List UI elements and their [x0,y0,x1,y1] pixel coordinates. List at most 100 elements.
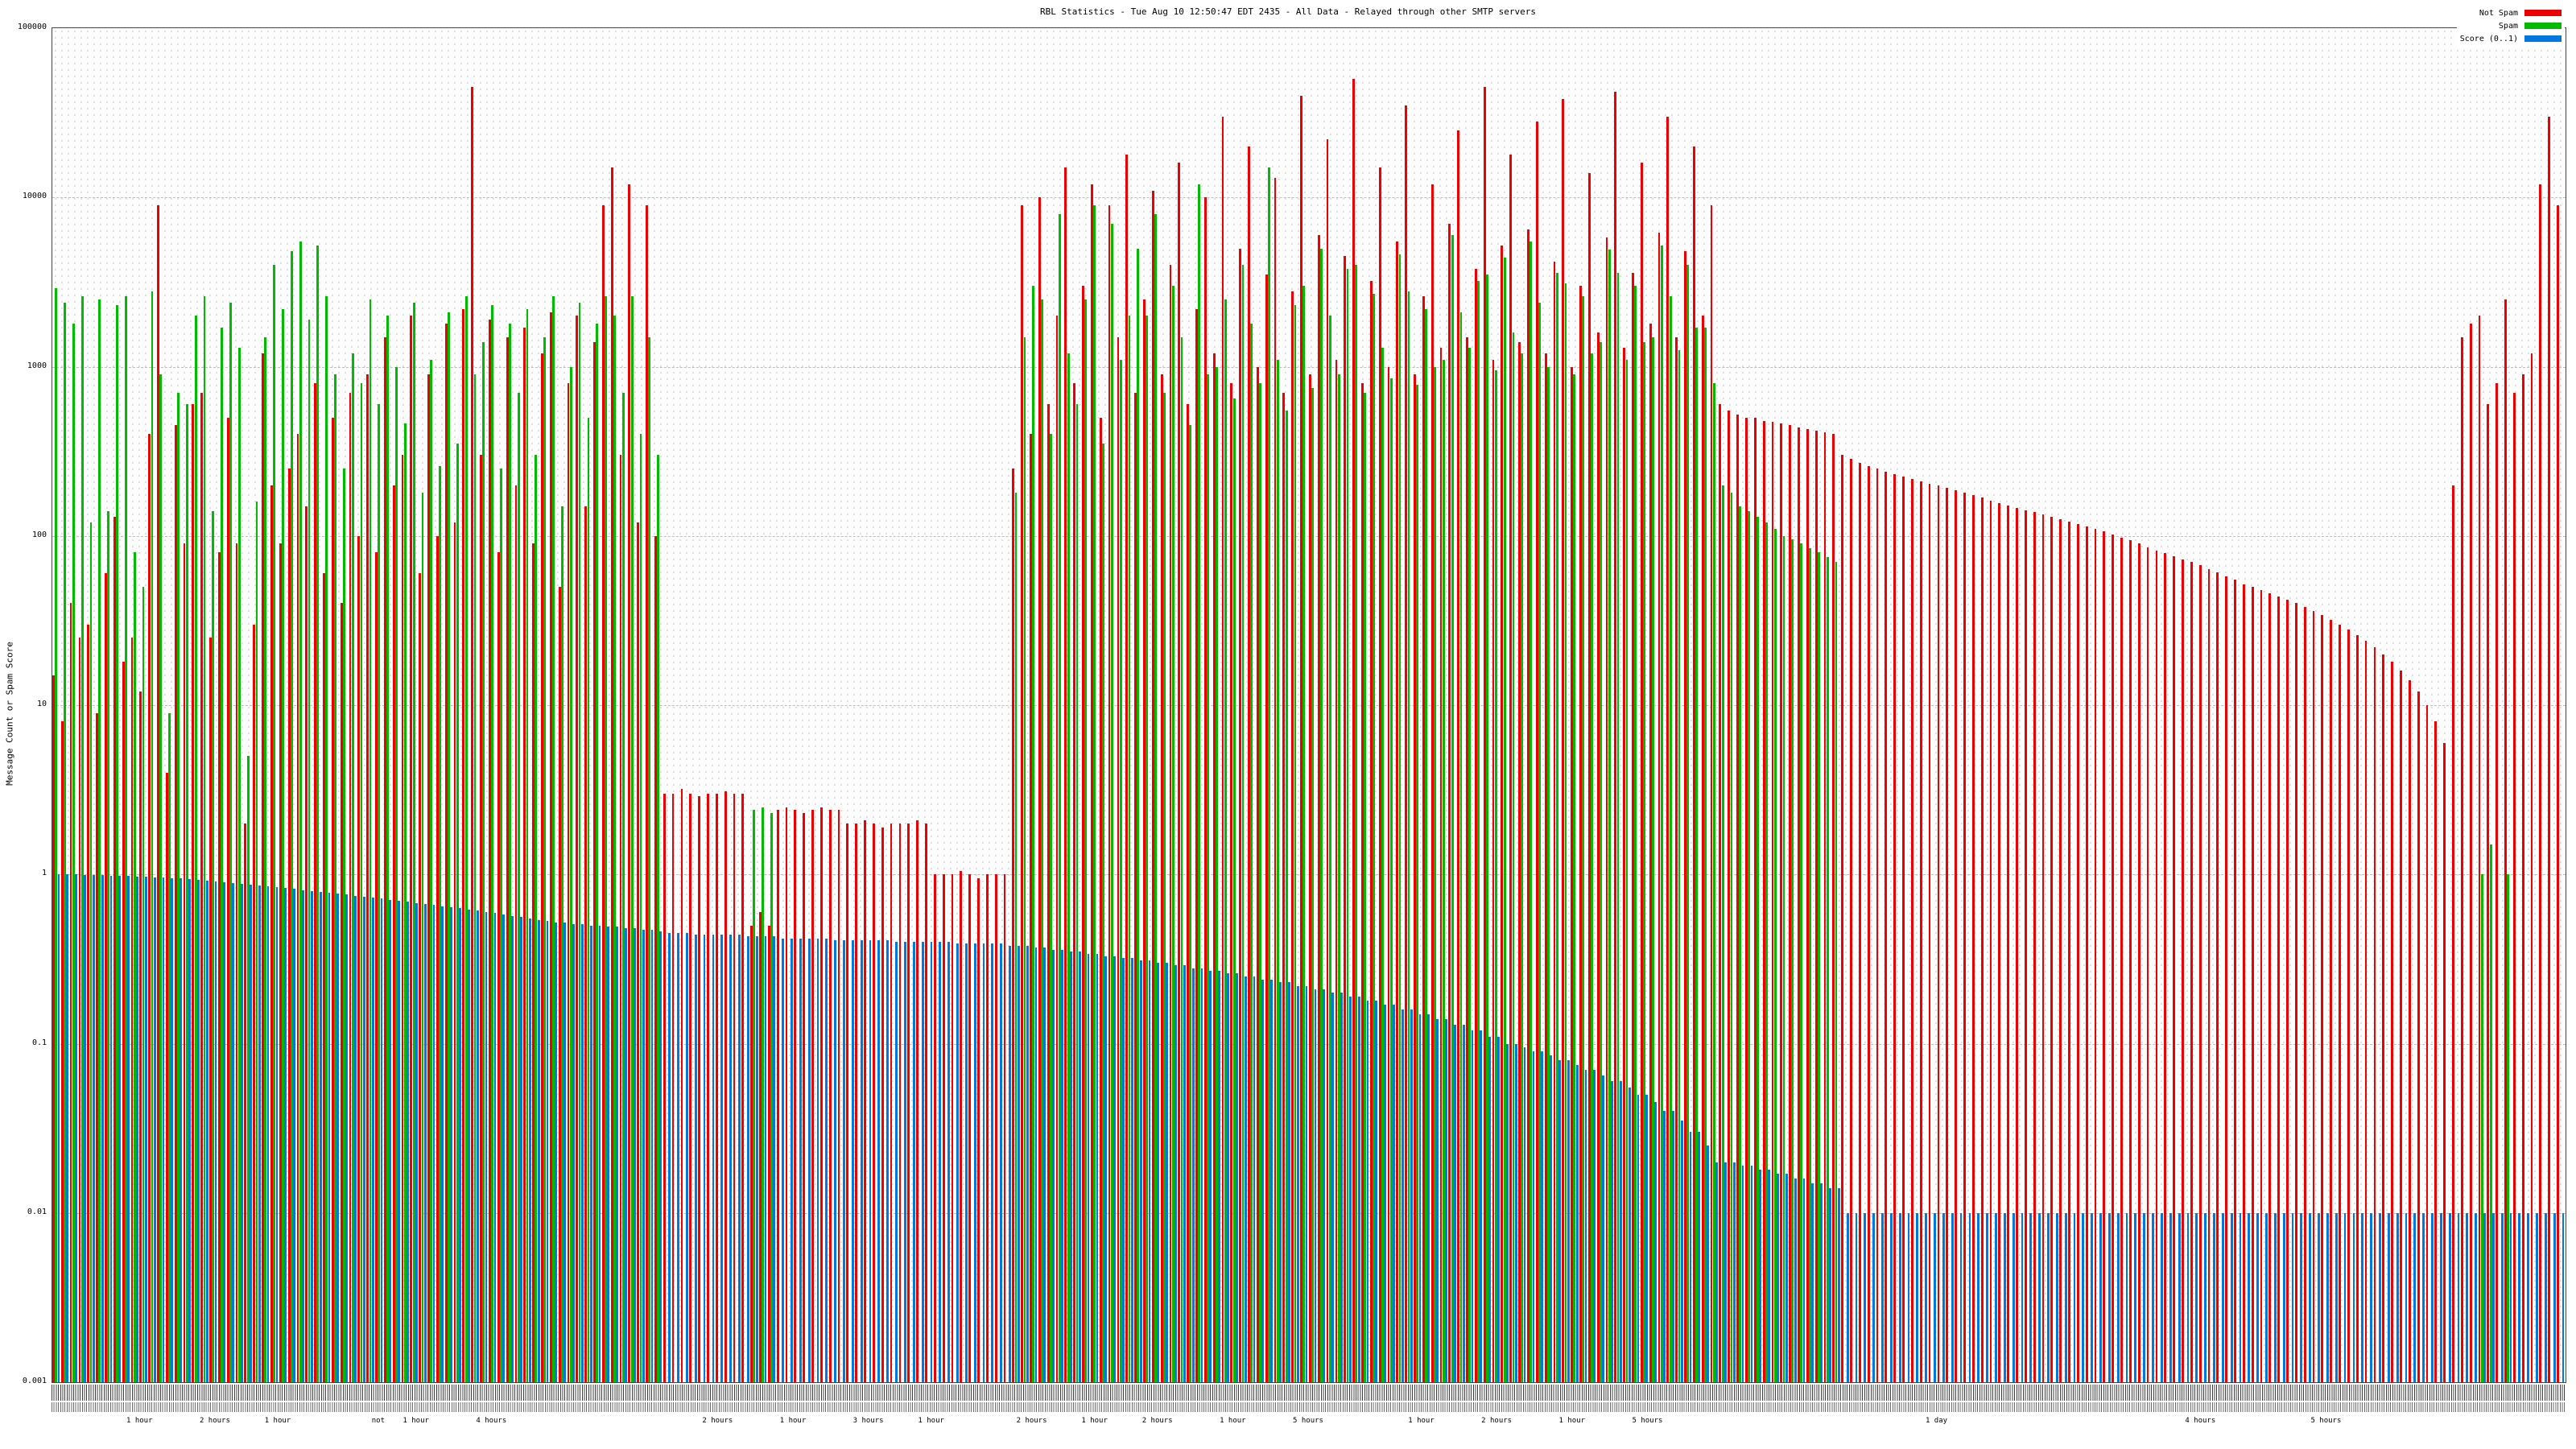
not-spam-bar [331,417,334,1382]
not-spam-bar [1125,154,1129,1382]
not-spam-bar [776,810,779,1382]
x-time-label: 4 hours [476,1417,507,1425]
not-spam-bar [305,506,308,1382]
spam-bar [1625,359,1629,1382]
score-bar [659,931,663,1382]
spam-bar [1232,398,1236,1382]
score-bar [1113,956,1116,1382]
spam-bar [89,522,93,1382]
score-bar [1593,1070,1596,1382]
not-spam-bar [217,552,221,1382]
not-spam-bar [122,662,125,1382]
score-bar [1724,1162,1727,1382]
spam-bar [1817,552,1820,1382]
not-spam-bar [646,204,648,1382]
spam-bar [517,393,520,1382]
score-bar [1785,1174,1788,1382]
not-spam-bar [1405,105,1408,1382]
score-bar [1323,989,1326,1382]
score-bar [1541,1051,1544,1382]
not-spam-bar [1151,190,1154,1382]
score-bar [389,899,392,1382]
score-bar [310,890,313,1382]
score-bar [171,877,174,1382]
not-spam-bar [1335,359,1338,1382]
score-bar [101,875,104,1382]
not-spam-bar [1300,95,1302,1382]
score-bar [1393,1005,1395,1382]
score-bar [755,936,758,1382]
spam-bar [1634,286,1637,1382]
not-spam-bar [1108,204,1111,1382]
score-bar [1305,985,1308,1382]
spam-bar [569,366,572,1382]
not-spam-bar [1876,469,1879,1382]
not-spam-bar [2294,603,2297,1382]
score-bar [1889,1212,1893,1382]
not-spam-bar [2364,641,2368,1382]
not-spam-bar [2041,514,2045,1382]
not-spam-bar [2391,662,2393,1382]
not-spam-bar [1571,366,1574,1382]
spam-bar [159,374,163,1382]
score-bar [1279,982,1282,1382]
score-bar [1968,1212,1971,1382]
spam-bar [55,288,58,1382]
score-bar [2178,1212,2181,1382]
spam-bar [1381,347,1384,1382]
spam-bar [1285,411,1288,1382]
score-bar [2116,1212,2120,1382]
not-spam-bar [357,535,361,1382]
not-spam-bar [209,638,212,1382]
not-spam-bar [1012,469,1015,1382]
spam-bar [1521,353,1524,1382]
not-spam-bar [1736,415,1739,1382]
score-bar [2300,1212,2303,1382]
score-bar [2265,1212,2268,1382]
score-bar [336,894,340,1382]
y-tick-label: 0.1 [31,1038,47,1047]
not-spam-bar [1841,455,1844,1382]
not-spam-bar [1430,184,1434,1382]
score-bar [633,928,636,1382]
score-bar [1296,985,1299,1382]
not-spam-bar [87,624,90,1382]
score-bar [2161,1212,2163,1382]
score-bar [1000,943,1003,1382]
not-spam-bar [2286,600,2289,1382]
score-bar [1401,1009,1404,1382]
not-spam-bar [1989,500,1992,1382]
not-spam-bar [1090,184,1093,1382]
spam-bar [185,404,188,1382]
not-spam-bar [1003,874,1006,1382]
score-bar [773,936,776,1382]
score-bar [1567,1059,1570,1382]
score-bar [1654,1102,1657,1382]
score-bar [589,925,592,1382]
spam-bar [194,316,197,1382]
not-spam-bar [1614,92,1617,1382]
spam-bar [543,336,547,1382]
spam-bar [142,587,145,1382]
not-spam-bar [1509,154,1513,1382]
score-bar [354,895,357,1382]
spam-bar [342,469,345,1382]
score-bar [694,935,697,1382]
spam-bar [621,393,625,1382]
y-gridline [52,197,2566,199]
not-spam-bar [1099,417,1102,1382]
spam-bar [1162,393,1166,1382]
score-bar [1244,976,1247,1382]
not-spam-bar [2400,671,2402,1382]
not-spam-bar [253,624,256,1382]
score-bar [2029,1212,2033,1382]
not-spam-bar [1326,139,1329,1382]
not-spam-bar [401,455,404,1382]
not-spam-bar [1789,425,1792,1382]
score-bar [904,941,906,1382]
score-bar [1514,1043,1517,1382]
score-bar [180,877,183,1382]
score-bar [1026,945,1029,1382]
score-bar [2387,1212,2390,1382]
score-bar [398,900,401,1382]
